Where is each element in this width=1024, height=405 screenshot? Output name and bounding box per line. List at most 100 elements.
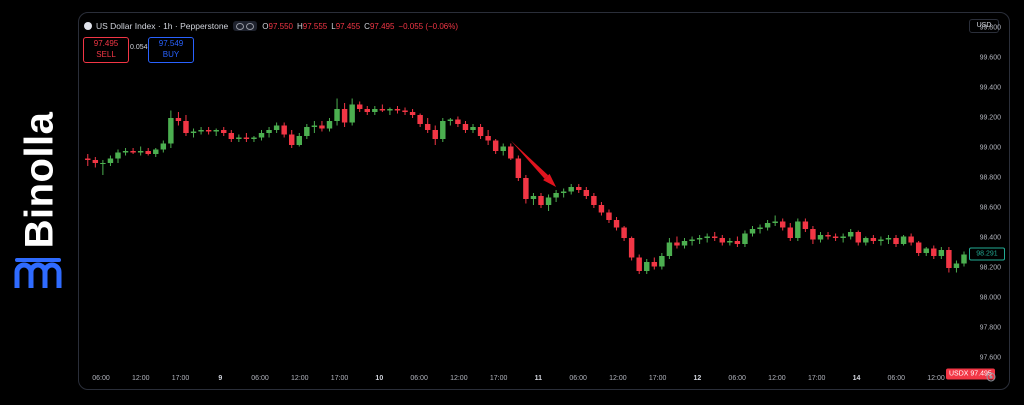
candle	[923, 247, 929, 256]
candle-body	[840, 236, 846, 238]
candle-body	[893, 238, 899, 244]
candle	[281, 122, 287, 138]
candle-body	[424, 124, 431, 130]
last-price-tag: USDX 97.495	[946, 368, 995, 380]
candle	[636, 254, 642, 274]
candle	[455, 116, 461, 127]
buy-button[interactable]: 97.549 BUY	[148, 37, 194, 63]
candle-body	[447, 119, 454, 121]
ohlc-label: C	[364, 21, 370, 31]
candle-body	[530, 196, 537, 199]
candle-body	[455, 119, 461, 124]
candle	[674, 236, 680, 249]
visibility-toggle-icon[interactable]	[233, 21, 258, 31]
time-tick-label: 17:00	[171, 375, 190, 382]
price-tick-label: 98.200	[979, 264, 1001, 272]
candle	[236, 134, 242, 142]
buy-price: 97.549	[158, 39, 184, 48]
candle	[772, 215, 778, 226]
time-tick-label: 17:00	[648, 375, 667, 382]
candle	[538, 193, 544, 208]
candle	[334, 98, 340, 126]
candle-body	[432, 130, 438, 139]
chart-settings-icon[interactable]	[986, 372, 996, 382]
candle	[659, 253, 665, 270]
candle	[228, 130, 235, 142]
candle-body	[681, 241, 688, 246]
candle	[712, 232, 718, 241]
candle-body	[825, 235, 831, 237]
candle-body	[810, 229, 816, 240]
candle	[817, 232, 824, 243]
time-tick-label: 17:00	[807, 375, 826, 382]
candle	[500, 143, 506, 156]
sell-button[interactable]: 97.495 SELL	[83, 37, 129, 63]
candle	[553, 190, 559, 202]
candle-body	[772, 221, 778, 223]
candle-body	[273, 125, 280, 130]
candle-body	[258, 133, 265, 138]
chart-panel[interactable]: US Dollar Index · 1h · Pepperstone O97.5…	[78, 12, 1010, 390]
candle-body	[107, 158, 114, 163]
candle-body	[885, 238, 892, 240]
candle-body	[372, 109, 378, 112]
candle	[946, 247, 952, 273]
time-tick-label: 06:00	[728, 375, 746, 382]
candle	[440, 118, 446, 142]
candle	[258, 130, 265, 141]
price-tick-label: 98.600	[979, 204, 1001, 212]
candle	[205, 127, 212, 135]
candle-body	[560, 191, 567, 193]
last-price-symbol: USDX	[949, 370, 969, 378]
candle-body	[651, 262, 658, 267]
symbol-title[interactable]: US Dollar Index · 1h · Pepperstone	[96, 21, 229, 31]
candle-body	[908, 236, 914, 243]
candle	[900, 235, 907, 246]
candle	[795, 218, 801, 241]
sell-label: SELL	[96, 50, 116, 59]
candle	[341, 103, 348, 127]
time-tick-label: 12:00	[291, 375, 309, 382]
candle-body	[356, 104, 363, 109]
time-tick-label: 17:00	[489, 375, 508, 382]
candle	[409, 109, 416, 118]
price-tick-label: 98.400	[979, 234, 1001, 242]
candle-body	[878, 239, 884, 241]
candle	[153, 148, 159, 157]
candle	[175, 112, 182, 126]
candle	[576, 184, 582, 193]
candle-body	[130, 151, 136, 153]
price-tick-label: 97.800	[979, 324, 1001, 332]
candle-body	[795, 221, 801, 238]
candle-body	[100, 163, 106, 164]
candle	[727, 238, 733, 246]
binolla-logo-icon	[14, 258, 62, 288]
currency-selector[interactable]: USD	[969, 19, 999, 33]
price-tick-label: 98.800	[979, 174, 1001, 182]
ohlc-value: −0.055 (−0.06%)	[398, 21, 459, 31]
candle-body	[160, 143, 167, 150]
candle	[931, 245, 937, 259]
time-tick-label: 06:00	[92, 375, 110, 382]
candle-body	[704, 236, 710, 238]
candle-body	[644, 262, 650, 271]
time-tick-label: 12:00	[131, 375, 150, 382]
spread-value: 0.054	[130, 44, 148, 51]
candle-body	[145, 151, 151, 154]
time-axis[interactable]: 06:00 12:00 17:00 9 06:00 12:00 17:00 10 06:00 12…	[79, 373, 969, 387]
candle	[787, 223, 793, 241]
candle	[492, 139, 499, 154]
ohlc-item: O97.550	[262, 22, 293, 31]
annotation-arrow-head	[543, 173, 557, 187]
candle-body	[931, 248, 937, 256]
candle-body	[938, 250, 945, 256]
sell-price: 97.495	[93, 39, 119, 48]
candle-body	[742, 233, 748, 244]
price-axis[interactable]: 99.800 99.600 99.400 99.200 99.000 98.800 98.6…	[969, 13, 1009, 389]
price-chart[interactable]	[79, 13, 1009, 389]
candle-body	[659, 256, 665, 267]
ohlc-value: 97.550	[268, 21, 293, 31]
candle-body	[636, 257, 642, 271]
ohlc-value: 97.555	[302, 21, 328, 31]
candle-body	[583, 190, 590, 196]
